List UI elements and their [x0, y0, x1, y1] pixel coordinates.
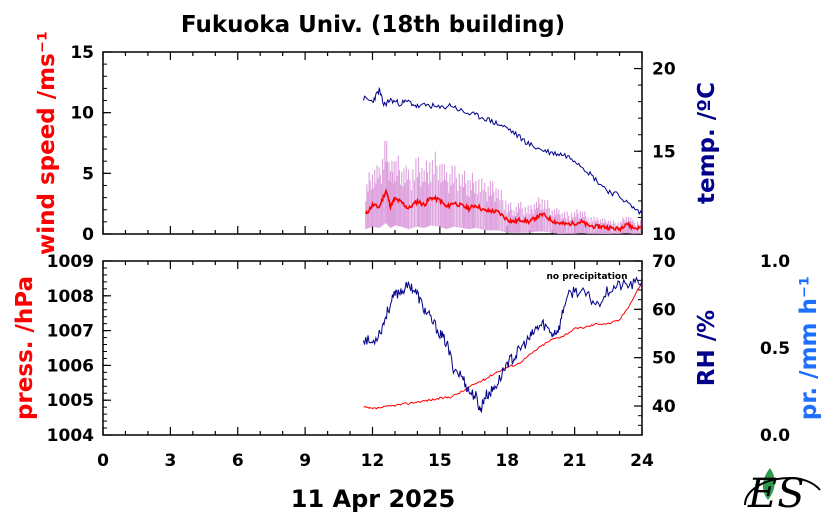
institution-logo: ES — [744, 468, 821, 517]
logo-swoosh-icon — [744, 476, 821, 506]
x-tick-label: 18 — [495, 451, 519, 471]
pressure-tick-label: 1006 — [47, 356, 94, 376]
bottom-panel: 1004 1005 1006 1007 1008 1009 40 50 60 70 0.0 0.5 1.… — [12, 252, 822, 446]
temperature-tick-label: 20 — [652, 60, 676, 80]
humidity-tick-label: 70 — [652, 252, 676, 272]
bottom-panel-ticks — [102, 260, 643, 436]
x-tick-label: 24 — [630, 451, 654, 471]
wind-speed-tick-label: 15 — [70, 43, 94, 63]
x-tick-label: 3 — [164, 451, 176, 471]
temperature-tick-label: 10 — [652, 225, 676, 245]
x-tick-label: 9 — [299, 451, 311, 471]
bottom-panel-tick-labels: 1004 1005 1006 1007 1008 1009 40 50 60 70 0.0 0.5 1.… — [47, 252, 791, 446]
humidity-tick-label: 50 — [652, 349, 676, 369]
x-tick-label: 21 — [563, 451, 587, 471]
pressure-line — [363, 281, 643, 410]
wind-speed-line — [365, 188, 643, 233]
x-axis-date-label: 11 Apr 2025 — [291, 485, 456, 513]
logo-leaf-icon — [762, 468, 775, 500]
pressure-axis-label: press. /hPa — [12, 276, 38, 420]
humidity-line — [363, 276, 643, 413]
temperature-axis-label: temp. /ºC — [694, 82, 720, 204]
pressure-tick-label: 1004 — [47, 426, 94, 446]
precipitation-tick-label: 0.0 — [760, 426, 790, 446]
precipitation-axis-label: pr. /mm h⁻¹ — [796, 276, 822, 420]
pressure-tick-label: 1007 — [47, 322, 94, 342]
humidity-tick-label: 40 — [652, 397, 676, 417]
no-precipitation-note: no precipitation — [546, 272, 627, 282]
logo-text: ES — [747, 471, 805, 517]
x-tick-label: 12 — [361, 451, 385, 471]
wind-speed-tick-label: 5 — [82, 164, 94, 184]
x-tick-label: 15 — [428, 451, 452, 471]
top-panel-series — [363, 86, 643, 234]
pressure-tick-label: 1005 — [47, 391, 94, 411]
precipitation-tick-label: 1.0 — [760, 252, 790, 272]
chart-title: Fukuoka Univ. (18th building) — [181, 12, 565, 38]
bottom-panel-series — [363, 276, 643, 413]
top-panel-tick-labels: 0 5 10 15 10 15 20 — [70, 43, 676, 245]
wind-speed-tick-label: 0 — [82, 225, 94, 245]
precipitation-tick-label: 0.5 — [760, 339, 790, 359]
temperature-tick-label: 15 — [652, 142, 676, 162]
x-tick-label: 6 — [232, 451, 244, 471]
x-axis-tick-labels: 0 3 6 9 12 15 18 21 24 — [97, 451, 654, 471]
pressure-tick-label: 1009 — [47, 252, 94, 272]
pressure-tick-label: 1008 — [47, 287, 94, 307]
wind-speed-axis-label: wind speed /ms⁻¹ — [34, 31, 60, 255]
humidity-axis-label: RH /% — [694, 310, 720, 386]
wind-speed-tick-label: 10 — [70, 104, 94, 124]
humidity-tick-label: 60 — [652, 300, 676, 320]
temperature-line — [363, 86, 643, 216]
top-panel: 0 5 10 15 10 15 20 wind speed /ms⁻¹ temp. /ºC — [34, 31, 720, 255]
x-tick-label: 0 — [97, 451, 109, 471]
